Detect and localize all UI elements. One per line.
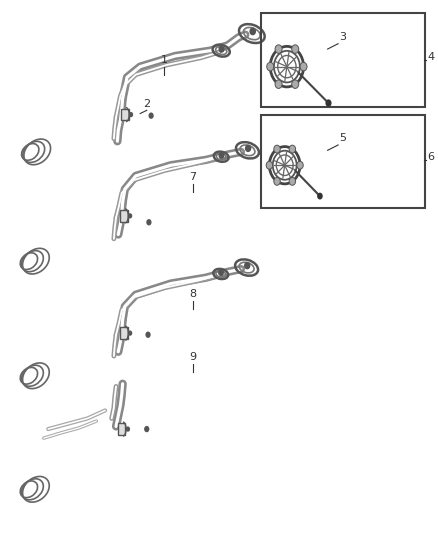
Circle shape	[275, 45, 282, 53]
Bar	[118, 423, 125, 435]
Bar	[261, 115, 425, 208]
Circle shape	[144, 426, 149, 432]
Circle shape	[275, 80, 282, 88]
Circle shape	[146, 219, 152, 225]
Circle shape	[267, 62, 274, 71]
Text: 4: 4	[427, 52, 434, 62]
Circle shape	[219, 270, 223, 276]
Circle shape	[300, 62, 307, 71]
Circle shape	[317, 192, 323, 199]
Circle shape	[250, 28, 255, 35]
Circle shape	[219, 46, 224, 52]
Text: 6: 6	[427, 152, 434, 162]
Circle shape	[266, 161, 272, 169]
Text: 5: 5	[339, 133, 346, 143]
Text: 8: 8	[189, 289, 196, 299]
Text: 7: 7	[189, 172, 196, 182]
Circle shape	[128, 213, 132, 219]
Text: 2: 2	[143, 99, 150, 109]
Circle shape	[126, 426, 130, 432]
Circle shape	[274, 177, 280, 185]
Circle shape	[289, 145, 296, 153]
Circle shape	[128, 330, 132, 336]
Circle shape	[219, 153, 224, 158]
Circle shape	[292, 45, 299, 53]
Circle shape	[297, 161, 303, 169]
Circle shape	[148, 112, 154, 119]
Circle shape	[292, 80, 299, 88]
Circle shape	[274, 145, 280, 153]
Circle shape	[129, 112, 133, 117]
Text: 1: 1	[161, 55, 168, 65]
Bar	[261, 13, 425, 107]
Circle shape	[145, 332, 151, 338]
Circle shape	[289, 177, 296, 185]
Bar	[120, 327, 127, 339]
Circle shape	[246, 146, 251, 151]
Text: 3: 3	[339, 32, 346, 42]
Text: 9: 9	[189, 352, 196, 362]
Circle shape	[325, 99, 332, 107]
Circle shape	[245, 263, 250, 269]
Bar	[121, 109, 128, 120]
Bar	[120, 210, 127, 222]
